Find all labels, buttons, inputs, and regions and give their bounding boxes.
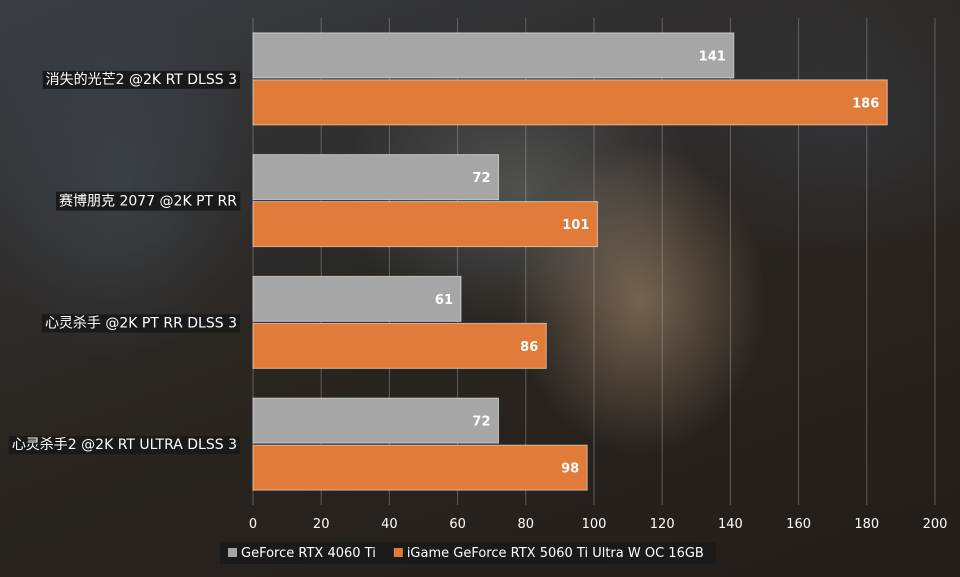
data-label: 186 xyxy=(852,96,879,111)
x-tick-label: 60 xyxy=(449,517,466,532)
bar xyxy=(252,79,888,126)
bar xyxy=(252,322,547,369)
x-tick-label: 180 xyxy=(854,517,879,532)
category-label-background xyxy=(56,191,241,211)
category-label-background xyxy=(41,314,240,333)
data-label: 72 xyxy=(472,415,490,430)
x-tick-label: 200 xyxy=(923,517,948,532)
bar xyxy=(252,444,588,491)
category-label: 赛博朋克 2077 @2K PT RR xyxy=(59,193,237,210)
category-labels: 消失的光芒2 @2K RT DLSS 3 赛博朋克 2077 @2K PT RR 心… xyxy=(8,70,241,455)
x-tick-label: 120 xyxy=(650,517,675,532)
x-tick-label: 80 xyxy=(518,517,535,532)
category-label: 消失的光芒2 @2K RT DLSS 3 xyxy=(46,72,237,88)
bar xyxy=(252,397,500,444)
legend-label: GeForce RTX 4060 Ti xyxy=(241,546,376,561)
category-label: 心灵杀手2 @2K RT ULTRA DLSS 3 xyxy=(12,437,237,453)
legend-swatch xyxy=(393,548,403,557)
legend-swatch xyxy=(228,548,237,557)
legend: GeForce RTX 4060 Ti iGame GeForce RTX 506… xyxy=(220,542,716,564)
category-label: 心灵杀手 @2K PT RR DLSS 3 xyxy=(45,315,237,331)
category-label-background xyxy=(8,436,240,455)
x-tick-label: 40 xyxy=(381,517,398,532)
x-tick-label: 100 xyxy=(582,517,607,532)
data-label: 61 xyxy=(435,293,453,308)
category-label-background xyxy=(42,70,240,89)
data-label: 141 xyxy=(699,49,726,64)
x-tick-label: 20 xyxy=(313,517,330,532)
bar xyxy=(252,154,500,201)
bar xyxy=(252,201,598,248)
data-label: 101 xyxy=(562,218,589,233)
x-tick-label: 0 xyxy=(249,517,257,532)
legend-label: iGame GeForce RTX 5060 Ti Ultra W OC 16G… xyxy=(407,546,704,561)
x-tick-label: 140 xyxy=(718,517,743,532)
bar xyxy=(252,275,462,322)
bars: 141 186 72 101 61 86 72 98 xyxy=(252,32,888,491)
x-axis-ticks: 0 20 40 60 80 100 120 140 160 180 200 xyxy=(249,517,948,532)
legend-background xyxy=(220,542,716,564)
data-label: 98 xyxy=(561,462,579,477)
bar xyxy=(252,32,735,79)
x-tick-label: 160 xyxy=(786,517,811,532)
data-label: 86 xyxy=(520,340,538,355)
data-label: 72 xyxy=(472,171,490,186)
